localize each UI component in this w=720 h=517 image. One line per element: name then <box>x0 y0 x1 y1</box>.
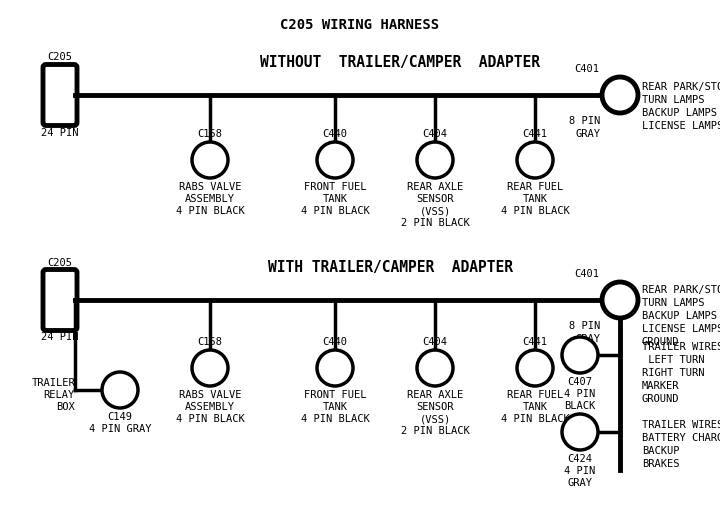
Circle shape <box>317 142 353 178</box>
Text: TURN LAMPS: TURN LAMPS <box>642 298 704 308</box>
Text: C158: C158 <box>197 129 222 139</box>
Text: BOX: BOX <box>56 402 75 412</box>
Text: C149: C149 <box>107 412 132 422</box>
Text: WITHOUT  TRAILER/CAMPER  ADAPTER: WITHOUT TRAILER/CAMPER ADAPTER <box>260 55 540 70</box>
Circle shape <box>517 142 553 178</box>
Text: C424: C424 <box>567 454 593 464</box>
Text: C205: C205 <box>48 257 73 267</box>
Text: ASSEMBLY: ASSEMBLY <box>185 402 235 412</box>
Text: 2 PIN BLACK: 2 PIN BLACK <box>400 218 469 228</box>
Text: 4 PIN BLACK: 4 PIN BLACK <box>301 414 369 424</box>
Text: BRAKES: BRAKES <box>642 459 680 469</box>
Text: C401: C401 <box>574 269 599 279</box>
Text: REAR AXLE: REAR AXLE <box>407 182 463 192</box>
Text: C407: C407 <box>567 377 593 387</box>
Text: LICENSE LAMPS: LICENSE LAMPS <box>642 324 720 334</box>
Text: GROUND: GROUND <box>642 337 680 347</box>
Text: (VSS): (VSS) <box>419 414 451 424</box>
Text: 4 PIN BLACK: 4 PIN BLACK <box>301 206 369 216</box>
Text: RELAY: RELAY <box>44 390 75 400</box>
Text: (VSS): (VSS) <box>419 206 451 216</box>
Text: MARKER: MARKER <box>642 381 680 391</box>
Text: BATTERY CHARGE: BATTERY CHARGE <box>642 433 720 443</box>
Text: C404: C404 <box>423 337 448 347</box>
Text: BLACK: BLACK <box>564 401 595 411</box>
Text: 4 PIN: 4 PIN <box>564 389 595 399</box>
Text: FRONT FUEL: FRONT FUEL <box>304 182 366 192</box>
Text: 4 PIN: 4 PIN <box>564 466 595 476</box>
Circle shape <box>102 372 138 408</box>
Text: 4 PIN BLACK: 4 PIN BLACK <box>176 414 244 424</box>
Text: REAR AXLE: REAR AXLE <box>407 390 463 400</box>
Circle shape <box>192 350 228 386</box>
Text: C205 WIRING HARNESS: C205 WIRING HARNESS <box>280 18 440 32</box>
Text: REAR PARK/STOP: REAR PARK/STOP <box>642 82 720 92</box>
Text: TANK: TANK <box>323 194 348 204</box>
Text: REAR PARK/STOP: REAR PARK/STOP <box>642 285 720 295</box>
Text: GRAY: GRAY <box>575 129 600 139</box>
Text: TANK: TANK <box>523 402 547 412</box>
FancyBboxPatch shape <box>43 65 77 126</box>
Circle shape <box>602 77 638 113</box>
Circle shape <box>517 350 553 386</box>
Text: REAR FUEL: REAR FUEL <box>507 390 563 400</box>
Text: SENSOR: SENSOR <box>416 402 454 412</box>
Text: C404: C404 <box>423 129 448 139</box>
Text: 2 PIN BLACK: 2 PIN BLACK <box>400 426 469 436</box>
Text: BACKUP LAMPS: BACKUP LAMPS <box>642 311 717 321</box>
Circle shape <box>417 142 453 178</box>
Circle shape <box>317 350 353 386</box>
Text: TRAILER WIRES: TRAILER WIRES <box>642 420 720 430</box>
Circle shape <box>192 142 228 178</box>
Text: 4 PIN GRAY: 4 PIN GRAY <box>89 424 151 434</box>
Text: C440: C440 <box>323 337 348 347</box>
Text: BACKUP: BACKUP <box>642 446 680 456</box>
Text: C158: C158 <box>197 337 222 347</box>
Text: 4 PIN BLACK: 4 PIN BLACK <box>500 206 570 216</box>
Text: SENSOR: SENSOR <box>416 194 454 204</box>
Text: BACKUP LAMPS: BACKUP LAMPS <box>642 108 717 118</box>
Text: WITH TRAILER/CAMPER  ADAPTER: WITH TRAILER/CAMPER ADAPTER <box>268 260 513 275</box>
Text: 4 PIN BLACK: 4 PIN BLACK <box>176 206 244 216</box>
FancyBboxPatch shape <box>43 269 77 330</box>
Text: LEFT TURN: LEFT TURN <box>642 355 704 365</box>
Text: LICENSE LAMPS: LICENSE LAMPS <box>642 121 720 131</box>
Text: RIGHT TURN: RIGHT TURN <box>642 368 704 378</box>
Circle shape <box>562 414 598 450</box>
Text: C205: C205 <box>48 53 73 63</box>
Text: RABS VALVE: RABS VALVE <box>179 390 241 400</box>
Text: ASSEMBLY: ASSEMBLY <box>185 194 235 204</box>
Text: GROUND: GROUND <box>642 394 680 404</box>
Text: TURN LAMPS: TURN LAMPS <box>642 95 704 105</box>
Text: TANK: TANK <box>323 402 348 412</box>
Circle shape <box>562 337 598 373</box>
Text: TANK: TANK <box>523 194 547 204</box>
Text: C441: C441 <box>523 337 547 347</box>
Text: 8 PIN: 8 PIN <box>569 321 600 331</box>
Text: 24 PIN: 24 PIN <box>41 332 78 342</box>
Circle shape <box>602 282 638 318</box>
Text: 8 PIN: 8 PIN <box>569 116 600 126</box>
Text: FRONT FUEL: FRONT FUEL <box>304 390 366 400</box>
Text: C440: C440 <box>323 129 348 139</box>
Text: RABS VALVE: RABS VALVE <box>179 182 241 192</box>
Text: GRAY: GRAY <box>575 334 600 344</box>
Text: C401: C401 <box>574 64 599 74</box>
Text: TRAILER WIRES: TRAILER WIRES <box>642 342 720 352</box>
Text: GRAY: GRAY <box>567 478 593 488</box>
Circle shape <box>417 350 453 386</box>
Text: REAR FUEL: REAR FUEL <box>507 182 563 192</box>
Text: TRAILER: TRAILER <box>31 378 75 388</box>
Text: C441: C441 <box>523 129 547 139</box>
Text: 24 PIN: 24 PIN <box>41 128 78 138</box>
Text: 4 PIN BLACK: 4 PIN BLACK <box>500 414 570 424</box>
